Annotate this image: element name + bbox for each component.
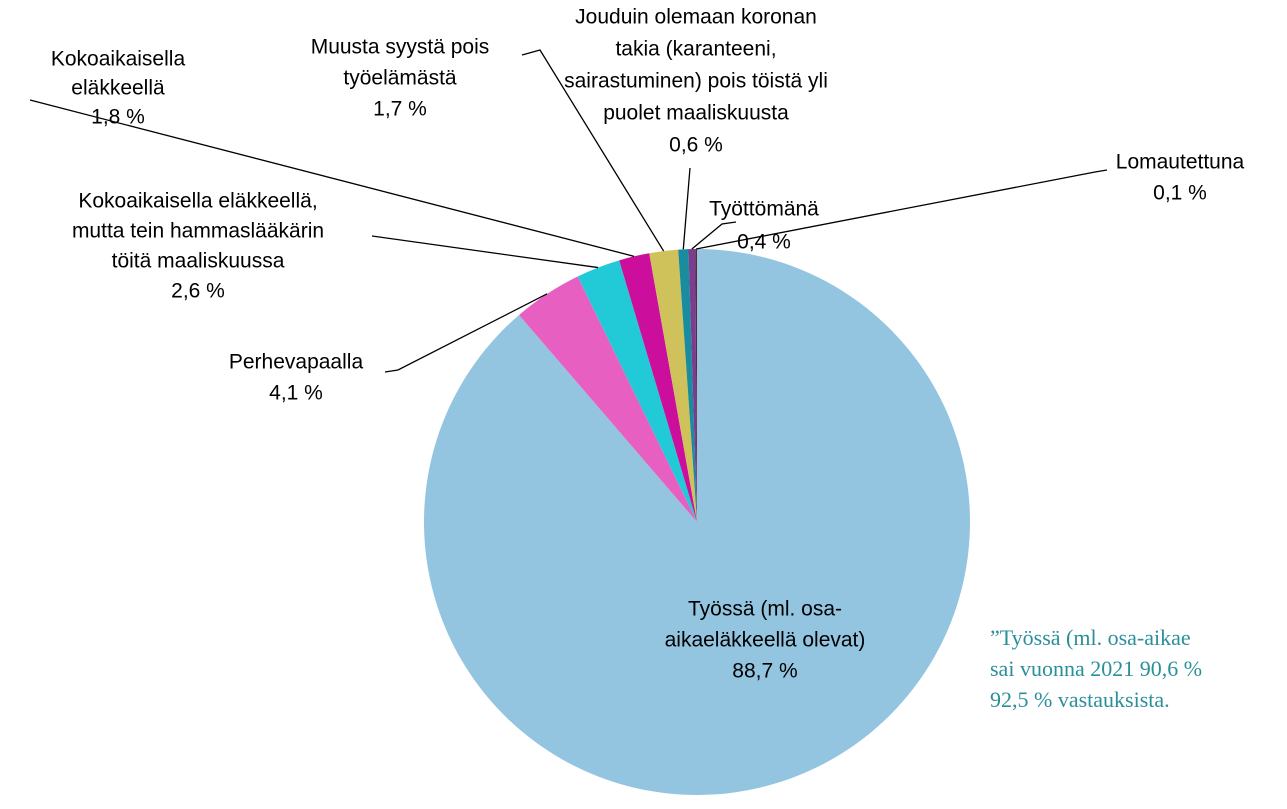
annotation: 92,5 % vastauksista.	[990, 687, 1170, 712]
value-label: 0,4 %	[737, 231, 791, 254]
slice-label: Kokoaikaisella eläkkeellä 1,8 %	[51, 48, 186, 129]
label-line: takia (karanteeni,	[615, 38, 776, 61]
value-label: 0,1 %	[1153, 182, 1207, 205]
leader-line	[682, 167, 691, 250]
label-line: Muusta syystä pois	[311, 36, 490, 59]
leader-line	[384, 293, 548, 373]
value-label: 1,7 %	[373, 98, 427, 121]
pie-slice	[577, 260, 697, 522]
label-line: Jouduin olemaan koronan	[575, 6, 817, 29]
label-line: Työssä (ml. osa-	[688, 598, 842, 621]
annotation: sai vuonna 2021 90,6 %	[990, 656, 1202, 681]
leader-line	[691, 221, 737, 250]
pie-slice	[619, 253, 697, 523]
label-line: Kokoaikaisella eläkkeellä,	[78, 190, 317, 213]
label-line: Työttömänä	[709, 198, 819, 221]
value-label: 0,6 %	[669, 134, 723, 157]
pie-slice	[695, 249, 697, 522]
leader-line	[29, 99, 635, 257]
label-line: aikaeläkkeellä olevat)	[665, 629, 866, 652]
annotation: ”Työssä (ml. osa-aikae	[990, 625, 1191, 650]
pie-slice	[688, 249, 697, 523]
slice-label: Muusta syystä pois työelämästä 1,7 %	[311, 36, 490, 121]
label-line: Kokoaikaisella	[51, 48, 186, 71]
slice-label: Perhevapaalla 4,1 %	[229, 351, 364, 405]
slice-label: Työssä (ml. osa-aikaeläkkeellä olevat) 88…	[665, 598, 866, 683]
label-line: eläkkeellä	[71, 77, 165, 100]
leader-line	[696, 169, 1108, 250]
label-line: mutta tein hammaslääkärin	[72, 220, 324, 243]
pie-slice	[649, 249, 697, 522]
slice-label: Lomautettuna 0,1 %	[1116, 151, 1245, 205]
label-line: Perhevapaalla	[229, 351, 364, 374]
label-line: työelämästä	[343, 67, 457, 90]
slice-label: Työttömänä 0,4 %	[709, 198, 819, 254]
slice-label: Jouduin olemaan koronan takia (karanteeni…	[564, 6, 828, 157]
label-line: töitä maaliskuussa	[112, 250, 285, 273]
value-label: 4,1 %	[269, 382, 323, 405]
value-label: 1,8 %	[91, 106, 145, 129]
label-line: Lomautettuna	[1116, 151, 1245, 174]
slice-label: Kokoaikaisella eläkkeellä, mutta tein ham…	[72, 190, 324, 303]
pie-slice	[678, 249, 697, 522]
pie-slice	[519, 276, 697, 522]
value-label: 2,6 %	[171, 280, 225, 303]
label-line: puolet maaliskuusta	[603, 102, 789, 125]
label-line: sairastuminen) pois töistä yli	[564, 70, 828, 93]
leader-line	[371, 235, 599, 269]
value-label: 88,7 %	[732, 660, 797, 683]
leader-line	[521, 49, 665, 252]
